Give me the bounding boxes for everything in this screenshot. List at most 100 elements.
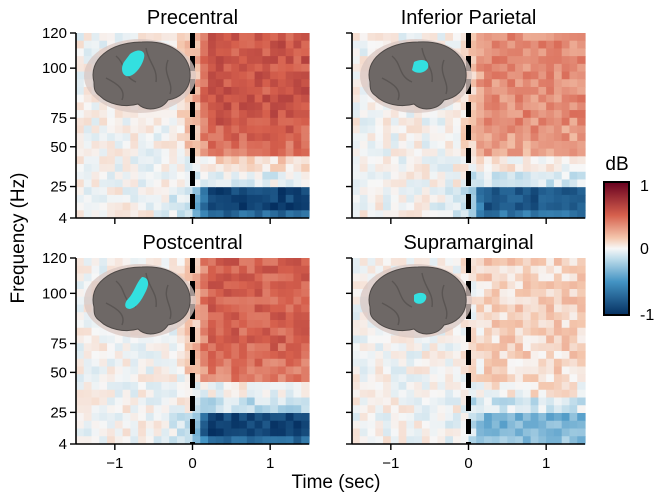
- heatmap-cell: [184, 320, 194, 329]
- heatmap-cell: [553, 210, 563, 219]
- heatmap-cell: [153, 358, 163, 368]
- heatmap-cell: [285, 164, 295, 173]
- heatmap-cell: [530, 358, 539, 368]
- heatmap-cell: [499, 351, 508, 360]
- heatmap-cell: [215, 94, 225, 103]
- heatmap-cell: [546, 289, 555, 298]
- heatmap-cell: [390, 133, 400, 142]
- heatmap-cell: [445, 117, 454, 127]
- heatmap-cell: [507, 56, 516, 65]
- heatmap-cell: [285, 94, 295, 103]
- heatmap-cell: [476, 366, 485, 375]
- heatmap-cell: [429, 194, 439, 204]
- heatmap-cell: [476, 296, 485, 306]
- heatmap-cell: [76, 281, 85, 290]
- heatmap-cell: [130, 194, 139, 204]
- heatmap-cell: [507, 48, 516, 57]
- heatmap-cell: [83, 358, 93, 368]
- heatmap-cell: [507, 102, 516, 111]
- heatmap-cell: [553, 110, 563, 119]
- heatmap-cell: [215, 366, 225, 375]
- heatmap-cell: [254, 382, 263, 391]
- heatmap-cell: [445, 382, 454, 391]
- heatmap-cell: [254, 63, 263, 73]
- heatmap-cell: [184, 351, 194, 360]
- heatmap-cell: [231, 133, 240, 142]
- heatmap-cell: [76, 33, 85, 42]
- heatmap-cell: [169, 327, 178, 337]
- heatmap-cell: [122, 202, 131, 211]
- heatmap-cell: [499, 148, 508, 157]
- heatmap-cell: [91, 187, 100, 196]
- heatmap-cell: [130, 258, 139, 267]
- heatmap-cell: [254, 327, 263, 337]
- heatmap-cell: [538, 343, 547, 352]
- heatmap-cell: [522, 117, 532, 127]
- y-tick-label: 100: [42, 60, 67, 77]
- heatmap-cell: [359, 187, 369, 196]
- heatmap-cell: [99, 405, 108, 414]
- heatmap-cell: [383, 164, 392, 173]
- heatmap-cell: [200, 320, 209, 329]
- heatmap-cell: [270, 40, 279, 50]
- heatmap-cell: [223, 273, 232, 282]
- heatmap-cell: [231, 179, 240, 188]
- heatmap-cell: [285, 187, 295, 196]
- heatmap-cell: [577, 436, 586, 445]
- heatmap-cell: [153, 389, 163, 399]
- heatmap-cell: [352, 335, 361, 344]
- heatmap-cell: [491, 351, 501, 360]
- heatmap-cell: [499, 194, 508, 204]
- heatmap-cell: [445, 389, 454, 399]
- heatmap-cell: [476, 382, 485, 391]
- heatmap-cell: [192, 382, 201, 391]
- heatmap-cell: [76, 335, 85, 344]
- heatmap-cell: [107, 335, 116, 344]
- heatmap-cell: [223, 296, 232, 306]
- heatmap-cell: [491, 187, 501, 196]
- heatmap-cell: [192, 86, 201, 96]
- heatmap-cell: [262, 187, 271, 196]
- heatmap-cell: [359, 428, 369, 437]
- heatmap-cell: [476, 312, 485, 321]
- heatmap-cell: [270, 343, 279, 352]
- heatmap-cell: [546, 33, 555, 42]
- heatmap-cell: [301, 327, 310, 337]
- heatmap-cell: [522, 296, 532, 306]
- heatmap-cell: [301, 304, 310, 313]
- heatmap-cell: [406, 420, 415, 430]
- heatmap-cell: [491, 164, 501, 173]
- heatmap-cell: [145, 258, 155, 267]
- heatmap-cell: [76, 296, 85, 306]
- heatmap-cell: [507, 210, 516, 219]
- heatmap-cell: [375, 405, 384, 414]
- heatmap-cell: [83, 281, 93, 290]
- heatmap-cell: [367, 202, 376, 211]
- heatmap-cell: [169, 40, 178, 50]
- heatmap-cell: [277, 389, 287, 399]
- heatmap-cell: [76, 63, 85, 73]
- heatmap-cell: [176, 194, 186, 204]
- heatmap-cell: [507, 117, 516, 127]
- heatmap-cell: [468, 171, 477, 181]
- heatmap-cell: [262, 296, 271, 306]
- heatmap-cell: [452, 156, 462, 165]
- heatmap-cell: [208, 86, 217, 96]
- heatmap-cell: [270, 382, 279, 391]
- heatmap-cell: [301, 187, 310, 196]
- heatmap-cell: [176, 179, 186, 188]
- heatmap-cell: [270, 413, 279, 422]
- heatmap-cell: [246, 94, 256, 103]
- heatmap-cell: [270, 86, 279, 96]
- brain-icon: [84, 264, 196, 338]
- heatmap-cell: [161, 179, 170, 188]
- colorbar-label: dB: [605, 154, 628, 175]
- heatmap-cell: [83, 327, 93, 337]
- heatmap-cell: [530, 117, 539, 127]
- heatmap-cell: [452, 335, 462, 344]
- heatmap-cell: [414, 343, 423, 352]
- heatmap-cell: [246, 164, 256, 173]
- heatmap-cell: [285, 40, 295, 50]
- heatmap-cell: [169, 343, 178, 352]
- heatmap-cell: [114, 258, 124, 267]
